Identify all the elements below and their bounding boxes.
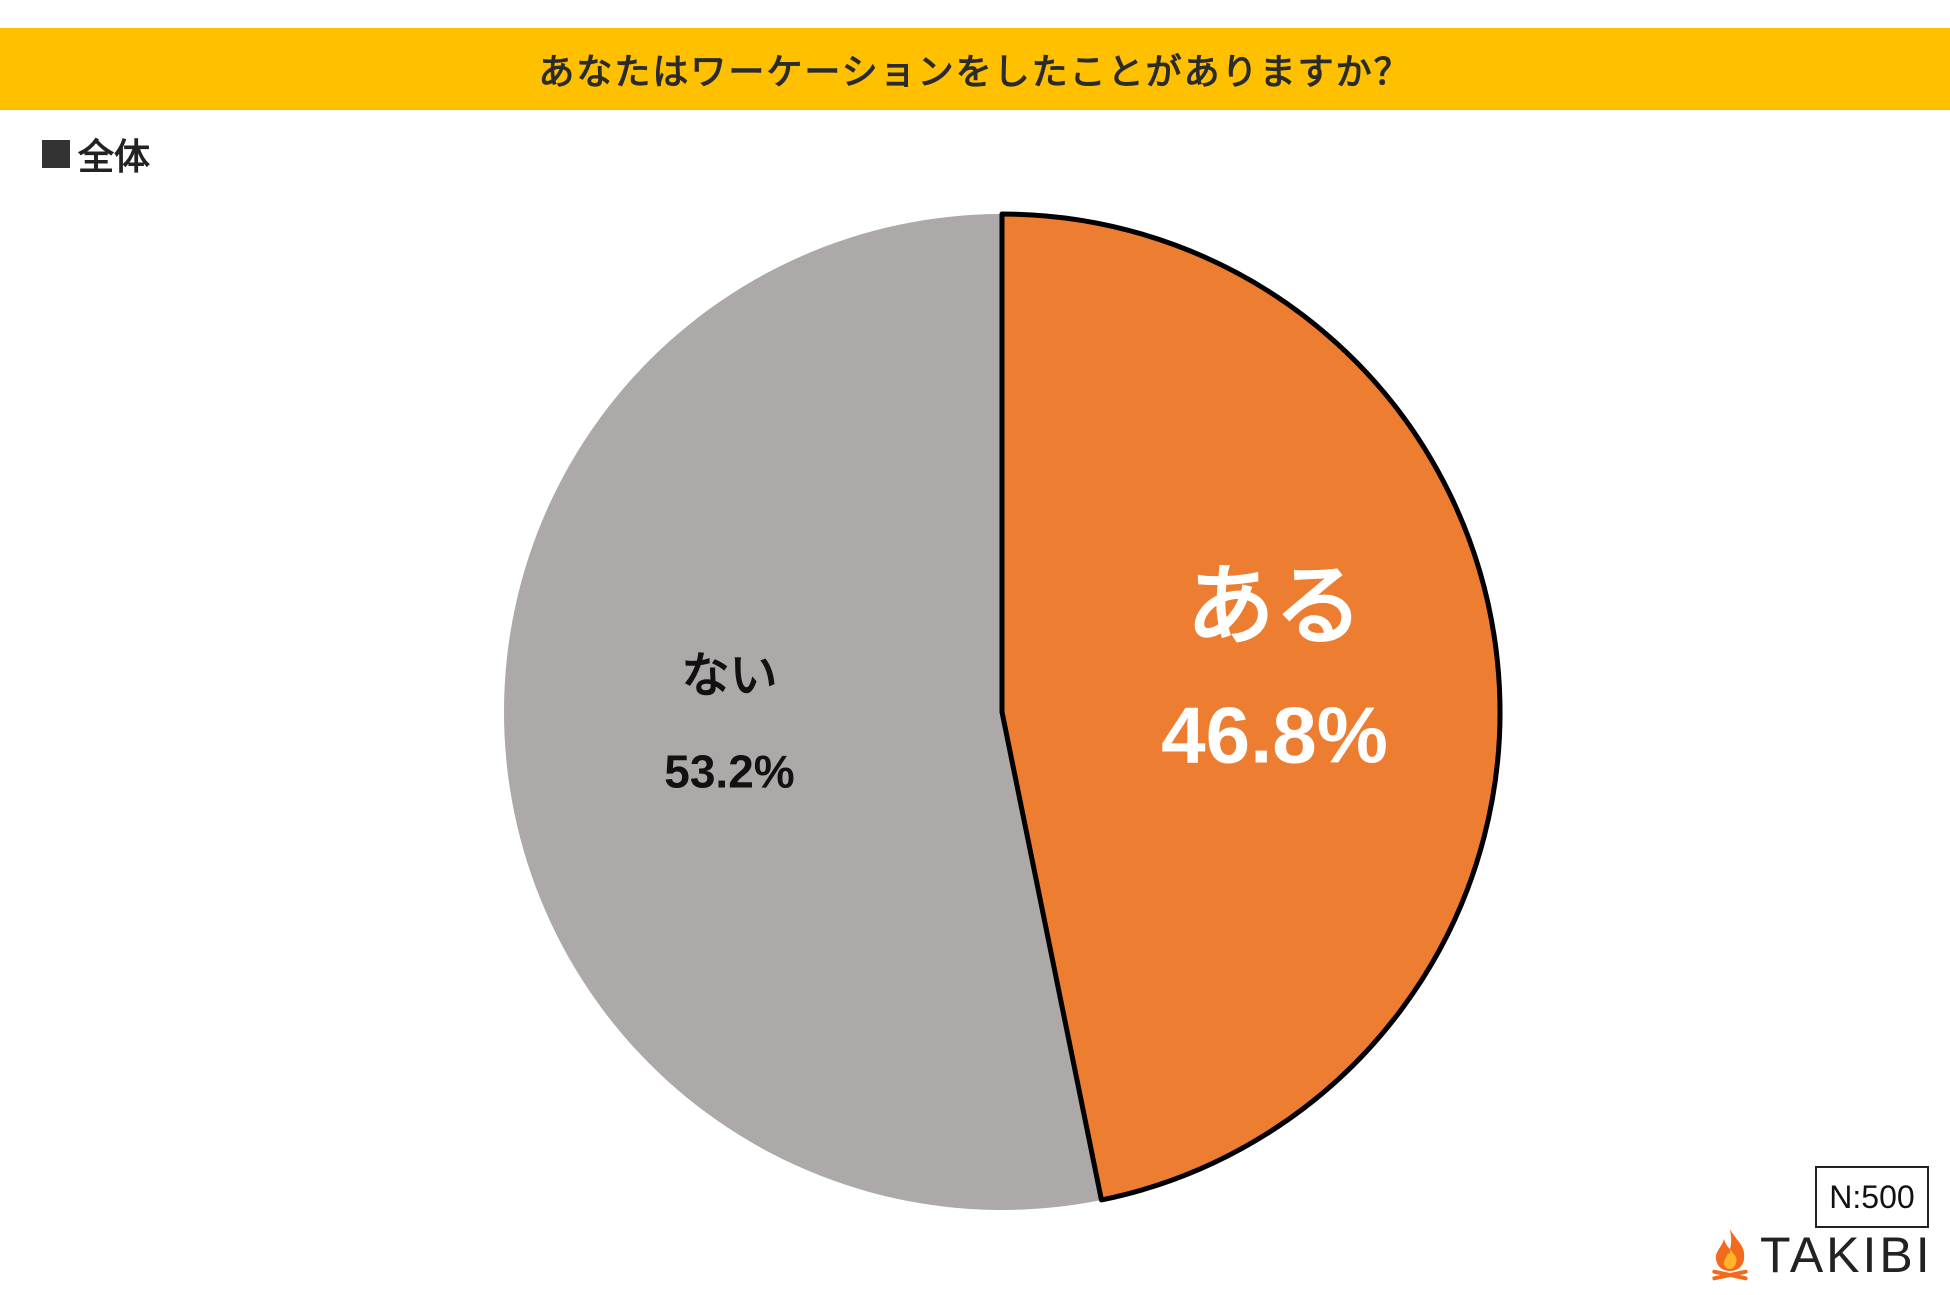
sample-size-box: N:500	[1815, 1166, 1929, 1228]
brand-name: TAKIBI	[1760, 1227, 1933, 1283]
pie-slices	[503, 211, 1503, 1210]
campfire-icon	[1712, 1229, 1748, 1281]
subset-label: 全体	[42, 128, 150, 180]
slice-value-label: 53.2%	[664, 745, 794, 797]
pie-labels: ある 46.8% ない 53.2%	[664, 555, 1388, 798]
slice-category-label: ない	[681, 647, 777, 703]
chart-title: あなたはワーケーションをしたことがありますか？	[538, 52, 1412, 93]
square-bullet-icon	[42, 140, 70, 168]
takibi-logo: TAKIBI	[1706, 1226, 1933, 1284]
pie-slice-no	[503, 214, 1102, 1210]
sample-size-text: N:500	[1829, 1178, 1915, 1215]
pie-slice-yes	[999, 211, 1503, 1203]
slice-value-label: 46.8%	[1161, 691, 1388, 780]
subset-label-text: 全体	[78, 137, 151, 178]
chart-title-bar: あなたはワーケーションをしたことがありますか？	[0, 28, 1950, 110]
slice-category-label: ある	[1187, 555, 1363, 658]
